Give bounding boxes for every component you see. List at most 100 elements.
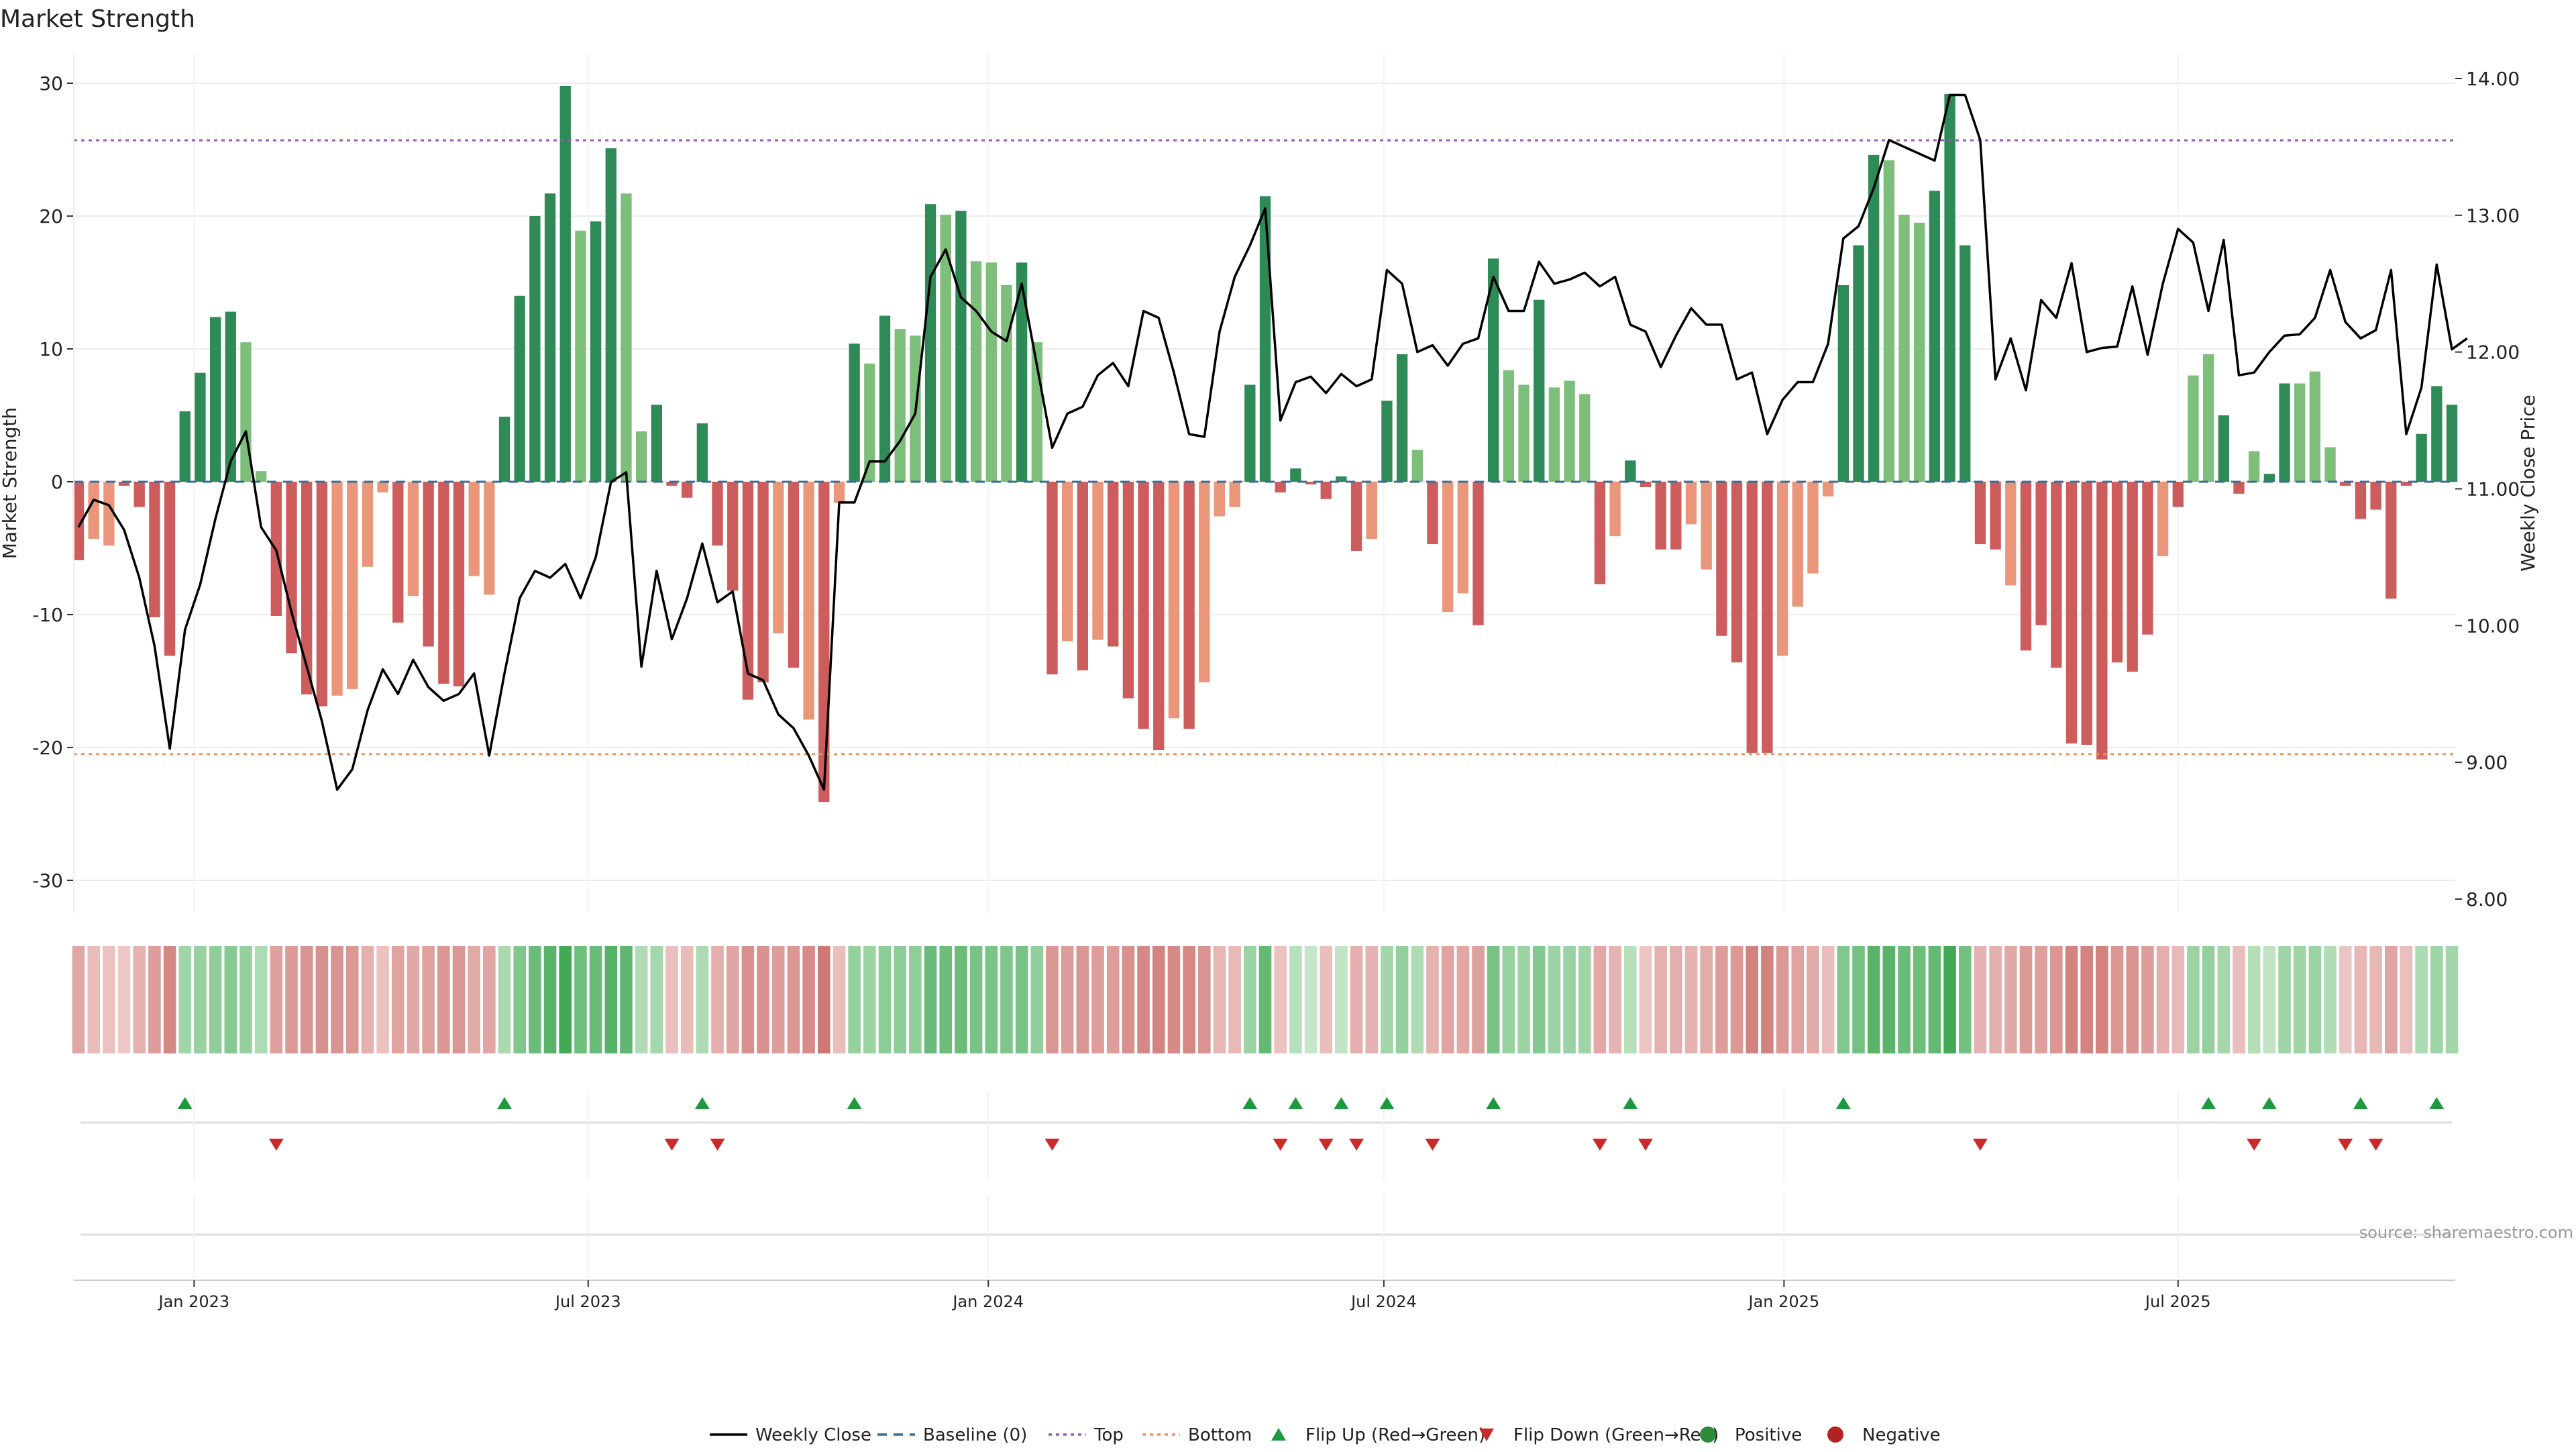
strength-bar xyxy=(1685,482,1697,525)
strip-cell xyxy=(1244,946,1256,1053)
strength-bar xyxy=(1153,482,1165,750)
strip-cell xyxy=(1000,946,1013,1053)
flip-down-marker xyxy=(1349,1139,1364,1151)
flip-down-marker xyxy=(268,1139,284,1151)
y-left-tick-label: -20 xyxy=(32,737,63,759)
strip-cell xyxy=(2065,946,2078,1053)
strength-bar xyxy=(2172,482,2184,507)
strip-cell xyxy=(468,946,480,1053)
strip-cell xyxy=(559,946,572,1053)
reference-lines xyxy=(74,139,2455,756)
strength-bar xyxy=(864,363,875,482)
strip-cell xyxy=(939,946,953,1053)
strength-bar xyxy=(924,204,936,482)
strip-cell xyxy=(2400,946,2413,1053)
strip-cell xyxy=(2445,946,2459,1053)
strength-bar xyxy=(1518,384,1529,482)
strip-cell xyxy=(1122,946,1135,1053)
strength-bar xyxy=(803,482,814,720)
flip-down-marker xyxy=(1425,1139,1440,1151)
strength-bar xyxy=(559,85,571,482)
strip-cell xyxy=(802,946,815,1053)
strength-bar xyxy=(1929,191,1941,482)
strength-bar xyxy=(2370,482,2381,510)
strip-cell xyxy=(1624,946,1637,1053)
x-tick-label: Jan 2025 xyxy=(1748,1292,1820,1311)
strip-cell xyxy=(1654,946,1667,1053)
strip-cell xyxy=(985,946,998,1053)
y-left-tick-label: 0 xyxy=(51,471,63,493)
strip-cell xyxy=(1091,946,1104,1053)
strip-cell xyxy=(2019,946,2033,1053)
strip-cell xyxy=(498,946,511,1053)
strength-bar xyxy=(2202,354,2214,482)
strip-cell xyxy=(1730,946,1743,1053)
strip-cell xyxy=(1928,946,1941,1053)
strength-bar xyxy=(1244,384,1256,482)
strength-bar xyxy=(742,482,754,700)
strength-bar xyxy=(621,193,632,482)
strength-bar xyxy=(1381,401,1393,482)
strip-cell xyxy=(361,946,374,1053)
strength-bar xyxy=(1701,482,1712,570)
strength-bar xyxy=(133,482,145,507)
strip-cell xyxy=(1776,946,1789,1053)
strip-cell xyxy=(2263,946,2276,1053)
strip-cell xyxy=(376,946,389,1053)
flip-down-marker xyxy=(2247,1139,2262,1151)
strip-cell xyxy=(1715,946,1728,1053)
strength-bar xyxy=(682,482,693,498)
strength-bar xyxy=(651,405,662,482)
strip-cell xyxy=(1821,946,1835,1053)
strip-cell xyxy=(1213,946,1226,1053)
strip-cell xyxy=(407,946,420,1053)
strip-cell xyxy=(1882,946,1896,1053)
strip-cell xyxy=(1183,946,1195,1053)
strength-bar xyxy=(1655,482,1666,550)
strip-cell xyxy=(1258,946,1272,1053)
strength-bar xyxy=(179,411,191,482)
strip-cell xyxy=(2080,946,2093,1053)
strength-bar xyxy=(255,471,267,482)
strength-bar xyxy=(286,482,297,654)
strength-bar xyxy=(1336,476,1347,482)
strength-bar xyxy=(1609,482,1621,537)
strip-cell xyxy=(2156,946,2169,1053)
strip-cell xyxy=(1974,946,1987,1053)
strip-cell xyxy=(331,946,343,1053)
strength-bar xyxy=(2051,482,2062,668)
strength-bar xyxy=(1320,482,1332,499)
strength-bar xyxy=(88,482,99,539)
strength-bar xyxy=(757,482,769,682)
strip-cell xyxy=(285,946,298,1053)
strength-bar xyxy=(377,482,388,492)
y-left-tick-label: 10 xyxy=(39,338,63,360)
strength-bar xyxy=(605,148,616,482)
strength-bar xyxy=(1427,482,1438,545)
strip-cell xyxy=(1532,946,1546,1053)
strength-bar xyxy=(1960,245,1971,482)
strip-cell xyxy=(620,946,633,1053)
strip-cell xyxy=(2004,946,2017,1053)
strength-bar xyxy=(1138,482,1149,729)
strip-cell xyxy=(1943,946,1956,1053)
strength-bar xyxy=(1001,284,1012,482)
strip-cell xyxy=(1274,946,1287,1053)
x-tick-label: Jul 2025 xyxy=(2144,1292,2211,1311)
strength-bar xyxy=(484,482,495,595)
legend-swatch xyxy=(1271,1428,1286,1441)
strength-bar xyxy=(1350,482,1362,551)
strength-bar xyxy=(1108,482,1119,647)
strip-cell xyxy=(1228,946,1241,1053)
flip-down-marker xyxy=(2338,1139,2353,1151)
y-right-tick-label: 9.00 xyxy=(2466,751,2508,774)
strip-cell xyxy=(2141,946,2154,1053)
legend-label: Top xyxy=(1093,1425,1124,1445)
strip-cell xyxy=(2278,946,2291,1053)
strip-cell xyxy=(1548,946,1561,1053)
strength-bar xyxy=(438,482,449,684)
strength-bar xyxy=(2279,383,2290,482)
strength-bar xyxy=(1883,160,1895,482)
strip-cell xyxy=(1958,946,1972,1053)
